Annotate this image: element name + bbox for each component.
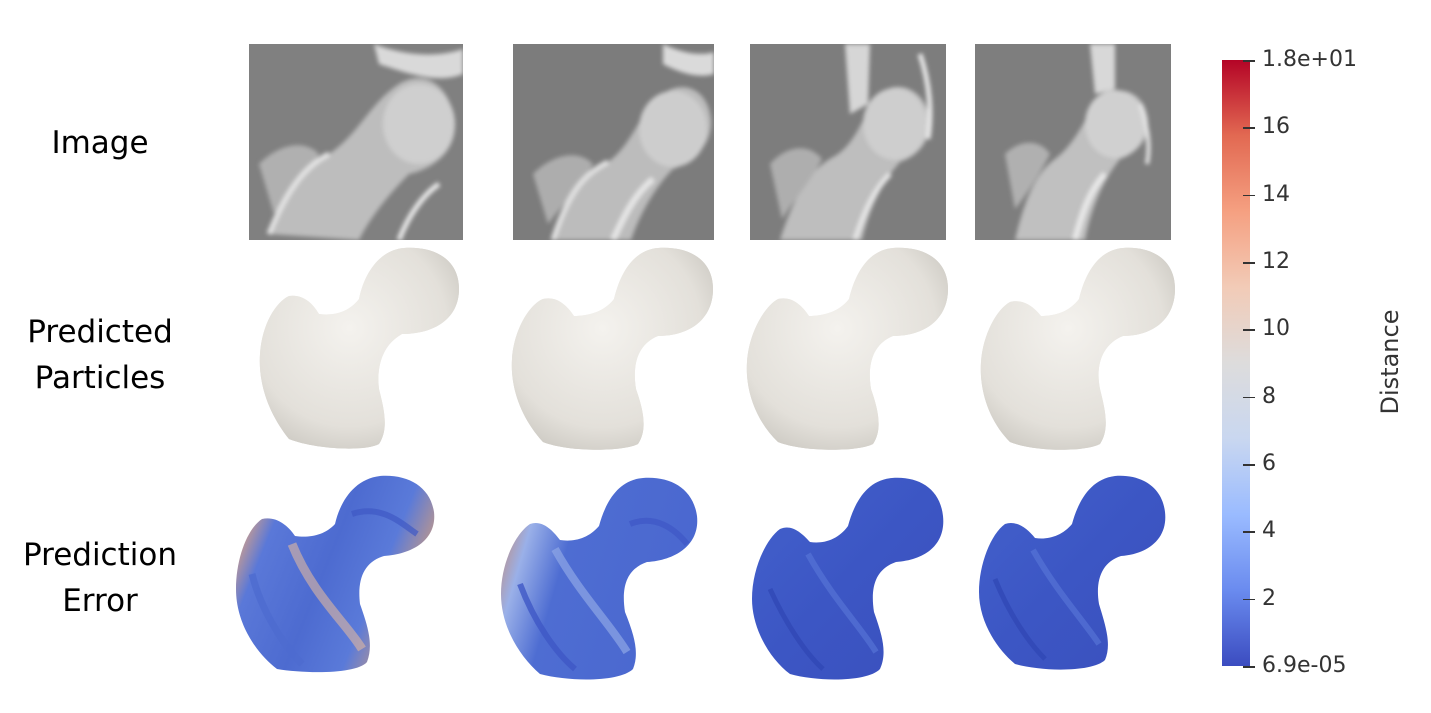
colorbar-max-label: 1.8e+01 — [1262, 47, 1357, 72]
colorbar-tick — [1243, 598, 1255, 601]
particles-shape-1 — [259, 247, 459, 449]
row-label-line: Particles — [34, 360, 166, 396]
colorbar-title: Distance — [1376, 309, 1404, 415]
error-shape-4 — [979, 475, 1166, 670]
row-label-line: Predicted — [27, 314, 173, 350]
particles-shape-2 — [511, 247, 713, 450]
ct-image-2 — [513, 44, 714, 240]
colorbar-tick-label: 6 — [1262, 451, 1276, 476]
colorbar-tick — [1243, 666, 1255, 668]
row-label-line: Image — [51, 125, 149, 161]
colorbar-tick-label: 2 — [1262, 585, 1276, 611]
error-shape-2 — [501, 477, 698, 680]
error-shape-3 — [752, 477, 944, 680]
particles-shape-4 — [980, 247, 1175, 450]
colorbar-tick-label: 16 — [1262, 114, 1290, 140]
row-label-predicted-particles: Predicted Particles — [0, 309, 200, 401]
colorbar-tick-label: 14 — [1262, 181, 1290, 207]
row-label-line: Prediction — [22, 537, 177, 573]
ct-image-3 — [750, 44, 946, 240]
colorbar-tick — [1243, 464, 1255, 466]
colorbar-tick-label: 10 — [1262, 316, 1290, 342]
ct-image-4 — [975, 44, 1171, 240]
colorbar-tick-label: 4 — [1262, 518, 1276, 544]
colorbar-tick — [1243, 60, 1255, 62]
colorbar-tick-label: 8 — [1262, 383, 1276, 409]
colorbar-tick — [1243, 194, 1255, 197]
ct-image-1 — [249, 44, 463, 240]
colorbar-tick — [1243, 531, 1255, 533]
row-label-image: Image — [0, 120, 200, 166]
colorbar-tick — [1243, 396, 1255, 399]
colorbar-tick — [1243, 262, 1255, 264]
colorbar-tick-label: 12 — [1262, 249, 1290, 274]
error-shape-1 — [236, 475, 435, 673]
colorbar-tick — [1243, 127, 1255, 129]
row-label-line: Error — [62, 583, 138, 619]
row-label-prediction-error: Prediction Error — [0, 532, 200, 624]
colorbar-tick — [1243, 329, 1255, 331]
colorbar — [1222, 60, 1250, 666]
colorbar-min-label: 6.9e-05 — [1262, 653, 1347, 678]
particles-shape-3 — [746, 247, 948, 450]
